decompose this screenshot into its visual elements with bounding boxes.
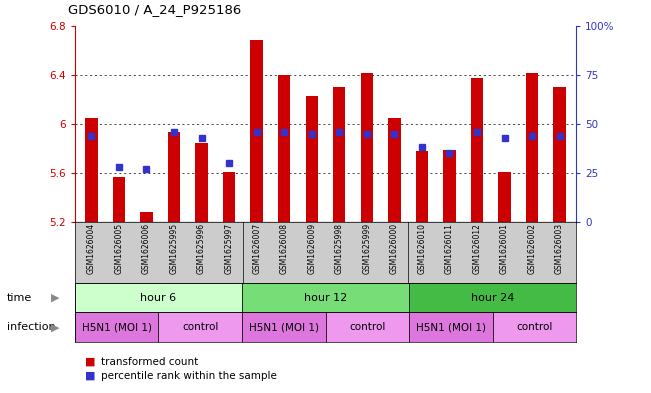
Text: GSM1625997: GSM1625997 — [225, 223, 234, 274]
Bar — [75, 312, 158, 342]
Bar — [278, 75, 290, 222]
Bar — [526, 73, 538, 222]
Text: GSM1626006: GSM1626006 — [142, 223, 151, 274]
Text: GSM1625999: GSM1625999 — [363, 223, 371, 274]
Text: GSM1626004: GSM1626004 — [87, 223, 96, 274]
Bar — [168, 132, 180, 222]
Bar — [498, 172, 511, 222]
Text: GSM1626009: GSM1626009 — [307, 223, 316, 274]
Text: H5N1 (MOI 1): H5N1 (MOI 1) — [81, 322, 152, 332]
Bar — [242, 312, 326, 342]
Text: GSM1626000: GSM1626000 — [390, 223, 399, 274]
Bar — [85, 118, 98, 222]
Bar — [333, 87, 346, 222]
Text: GSM1625995: GSM1625995 — [169, 223, 178, 274]
Bar — [493, 312, 576, 342]
Bar — [195, 143, 208, 222]
Bar — [553, 87, 566, 222]
Text: ▶: ▶ — [51, 322, 60, 332]
Text: percentile rank within the sample: percentile rank within the sample — [101, 371, 277, 381]
Bar — [361, 73, 373, 222]
Bar — [75, 283, 242, 312]
Text: GSM1626011: GSM1626011 — [445, 223, 454, 274]
Text: GSM1626010: GSM1626010 — [417, 223, 426, 274]
Text: GDS6010 / A_24_P925186: GDS6010 / A_24_P925186 — [68, 3, 242, 16]
Bar — [305, 95, 318, 222]
Text: hour 12: hour 12 — [304, 293, 347, 303]
Text: GSM1626002: GSM1626002 — [527, 223, 536, 274]
Text: hour 6: hour 6 — [141, 293, 176, 303]
Text: GSM1625996: GSM1625996 — [197, 223, 206, 274]
Text: GSM1626003: GSM1626003 — [555, 223, 564, 274]
Bar — [326, 312, 409, 342]
Bar — [113, 176, 125, 222]
Text: control: control — [516, 322, 553, 332]
Bar — [223, 172, 235, 222]
Text: GSM1626008: GSM1626008 — [280, 223, 288, 274]
Text: ▶: ▶ — [51, 293, 60, 303]
Bar — [409, 283, 576, 312]
Bar — [158, 312, 242, 342]
Text: H5N1 (MOI 1): H5N1 (MOI 1) — [249, 322, 319, 332]
Bar — [443, 150, 456, 222]
Text: GSM1626007: GSM1626007 — [252, 223, 261, 274]
Text: ■: ■ — [85, 356, 95, 367]
Text: GSM1626001: GSM1626001 — [500, 223, 509, 274]
Bar — [251, 40, 263, 222]
Text: control: control — [182, 322, 218, 332]
Bar — [242, 283, 409, 312]
Text: hour 24: hour 24 — [471, 293, 514, 303]
Text: time: time — [7, 293, 32, 303]
Text: H5N1 (MOI 1): H5N1 (MOI 1) — [416, 322, 486, 332]
Text: infection: infection — [7, 322, 55, 332]
Text: control: control — [349, 322, 385, 332]
Bar — [140, 212, 153, 222]
Bar — [409, 312, 493, 342]
Text: GSM1626005: GSM1626005 — [115, 223, 124, 274]
Bar — [471, 78, 483, 222]
Text: GSM1626012: GSM1626012 — [473, 223, 482, 274]
Bar — [416, 151, 428, 222]
Text: transformed count: transformed count — [101, 356, 198, 367]
Text: ■: ■ — [85, 371, 95, 381]
Text: GSM1625998: GSM1625998 — [335, 223, 344, 274]
Bar — [388, 118, 400, 222]
